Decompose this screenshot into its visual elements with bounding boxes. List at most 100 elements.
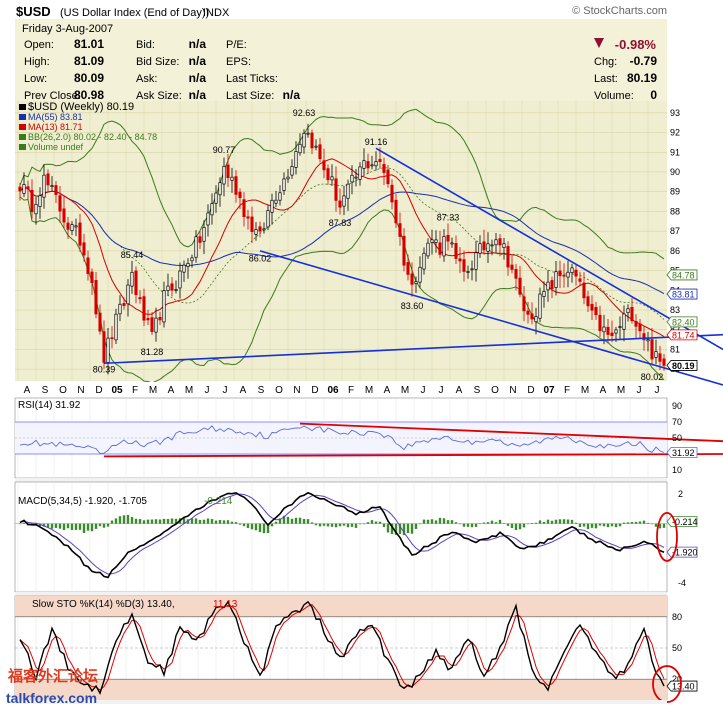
candle-body [314, 145, 318, 148]
candle-body [294, 151, 298, 168]
x-tick-label: N [77, 385, 84, 396]
macd-histogram-bar [126, 514, 130, 524]
macd-hist-tag-label: -0.214 [672, 517, 698, 527]
x-tick-label: J [439, 385, 444, 396]
x-tick-label: F [348, 385, 354, 396]
macd-histogram-bar [478, 523, 482, 525]
x-tick-label: J [223, 385, 228, 396]
candle-body [662, 358, 666, 366]
rsi-tag-label: 31.92 [672, 448, 695, 458]
macd-panel-bg [14, 481, 668, 593]
candle-body [422, 252, 426, 270]
candle-body [338, 200, 342, 208]
quote-label: Last Ticks: [226, 73, 278, 85]
candle-body [522, 296, 526, 312]
macd-histogram-bar [586, 523, 590, 530]
candle-body [58, 195, 62, 212]
macd-histogram-bar [490, 520, 494, 524]
x-tick-label: J [637, 385, 642, 396]
candle-body [102, 331, 106, 363]
down-arrow-icon [594, 38, 604, 48]
macd-histogram-bar [98, 523, 102, 527]
price-annotations: 92.63 91.16 90.77 87.83 87.33 86.02 85.44 83.60… [93, 108, 664, 382]
candle-body [650, 339, 654, 360]
macd-hist-label: -0.214 [204, 496, 233, 507]
candle-body [630, 307, 634, 322]
candle-body [38, 195, 42, 207]
macd-histogram-bar [510, 523, 514, 529]
macd-histogram-bar [218, 519, 222, 524]
date-line: Friday 3-Aug-2007 [22, 23, 113, 35]
quote-label: Bid Size: [136, 56, 179, 68]
rsi-tag [666, 447, 698, 458]
x-axis: A S O N D 05 F M A M J J A S O N D 06 F M A M J J A S O N D 07 F M A M J J [15, 382, 667, 396]
legend-label: $USD (Weekly) 80.19 [28, 101, 134, 113]
candle-body [394, 199, 398, 224]
sto-tick-label: 50 [672, 643, 682, 653]
quote-label: Ask Size: [136, 90, 182, 102]
candle-body [110, 337, 114, 340]
macd-histogram-bar [102, 523, 106, 528]
candle-body [610, 332, 614, 336]
candle-body [514, 269, 518, 279]
candle-body [90, 271, 94, 283]
macd-histogram-bar [606, 523, 610, 528]
candle-body [346, 183, 350, 199]
macd-histogram-bar [106, 523, 110, 527]
candle-body [98, 312, 102, 332]
price-tag [666, 288, 698, 300]
macd-histogram-bar [274, 521, 278, 524]
price-annotation: 87.83 [329, 218, 352, 228]
macd-histogram-bar [330, 523, 334, 527]
macd-histogram-bar [58, 523, 62, 529]
candle-body [258, 226, 262, 232]
candle-body [530, 313, 534, 320]
candle-body [122, 303, 126, 306]
macd-histogram-bar [574, 522, 578, 524]
candle-body [438, 242, 442, 255]
candle-body [238, 191, 242, 199]
candle-body [578, 278, 582, 282]
x-tick-label: O [59, 385, 67, 396]
macd-histogram-bar [614, 523, 618, 528]
candle-body [78, 222, 82, 246]
quote-label: Low: [24, 73, 47, 85]
macd-histogram-bar [378, 521, 382, 524]
candle-body [534, 316, 538, 323]
candle-body [114, 313, 118, 341]
candle-body [262, 228, 266, 231]
x-tick-label: O [491, 385, 499, 396]
panel-separator [15, 700, 667, 704]
candle-body [490, 244, 494, 247]
candle-body [378, 159, 382, 162]
quote-label: Ask: [136, 73, 157, 85]
candle-body [18, 186, 22, 192]
candle-body [158, 317, 162, 321]
macd-histogram-bar [154, 519, 158, 524]
candle-body [390, 184, 394, 203]
macd-histogram-bar [294, 517, 298, 524]
price-tag-label: 80.19 [672, 361, 695, 371]
macd-histogram-bar [250, 523, 254, 530]
rsi-resistance-trendline [299, 422, 723, 443]
macd-histogram-bar [54, 523, 58, 528]
macd-histogram-bar [498, 519, 502, 524]
macd-histogram-bar [354, 523, 358, 528]
macd-histogram-bar [486, 522, 490, 524]
candle-body [430, 239, 434, 243]
candle-body [354, 176, 358, 179]
candle-body [266, 210, 270, 228]
candle-body [550, 280, 554, 290]
price-tick-label: 89 [670, 187, 680, 197]
sto-overbought-band [15, 596, 667, 617]
price-tick-label: 90 [670, 167, 680, 177]
price-tick-label: 87 [670, 226, 680, 236]
candle-body [614, 329, 618, 334]
candle-body [86, 257, 90, 274]
x-tick-label: M [365, 385, 373, 396]
macd-histogram-bar [402, 523, 406, 536]
price-tag-label: 83.81 [672, 290, 695, 300]
